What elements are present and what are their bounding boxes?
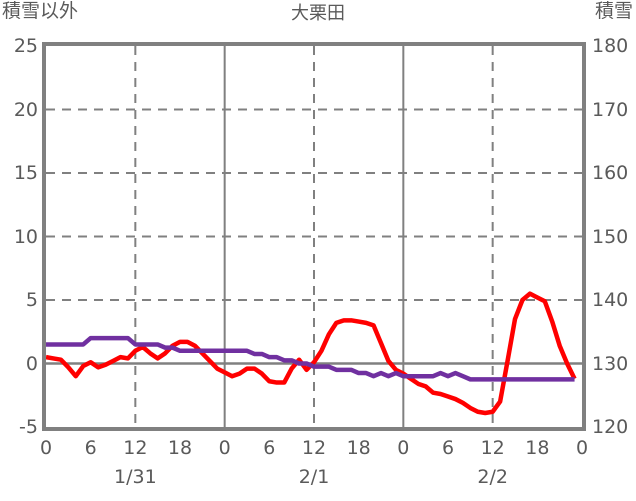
right-axis-tick: 180: [592, 35, 629, 57]
x-axis-tick: 12: [301, 437, 327, 459]
left-axis-title: 積雪以外: [2, 0, 79, 22]
x-axis-tick: 0: [218, 437, 231, 459]
gridlines: [46, 46, 582, 427]
x-axis-tick: 6: [263, 437, 276, 459]
right-axis-tick: 170: [592, 98, 629, 121]
plot-frame: [42, 42, 586, 431]
chart-svg: [42, 42, 586, 431]
x-axis-date: 2/1: [298, 466, 330, 488]
series-lines: [45, 291, 577, 416]
series-line-snow-depth: [46, 335, 575, 382]
x-axis-tick: 6: [441, 437, 455, 459]
x-axis-tick: 18: [525, 437, 550, 459]
left-axis-tick: 20: [13, 98, 38, 121]
left-axis-tick: 10: [13, 225, 38, 248]
x-axis-tick: 0: [575, 437, 589, 459]
left-axis-tick: -5: [19, 416, 38, 438]
right-axis-tick: 130: [592, 352, 629, 375]
right-axis-tick: 140: [592, 289, 629, 311]
x-axis-tick: 18: [167, 437, 193, 459]
x-axis-date: 2/2: [477, 466, 508, 488]
right-axis-tick: 160: [592, 162, 629, 184]
series-line-other: [45, 291, 577, 416]
x-axis-tick: 18: [346, 437, 371, 459]
right-axis-title: 積雪: [594, 0, 633, 22]
right-axis-tick: 150: [592, 225, 629, 248]
x-axis-tick: 12: [123, 437, 148, 459]
left-axis-tick: 0: [25, 352, 38, 375]
x-axis-tick: 0: [397, 437, 410, 459]
chart-title: 大栗田: [291, 3, 345, 24]
x-axis-tick: 6: [84, 437, 97, 459]
x-axis-tick: 12: [480, 437, 505, 459]
plot-area: [42, 42, 586, 431]
right-axis-tick: 120: [592, 416, 629, 438]
left-axis-tick: 5: [25, 289, 38, 311]
x-axis-tick: 0: [39, 437, 53, 459]
left-axis-tick: 25: [13, 35, 38, 57]
left-axis-tick: 15: [13, 162, 38, 184]
x-axis-date: 1/31: [113, 466, 157, 488]
